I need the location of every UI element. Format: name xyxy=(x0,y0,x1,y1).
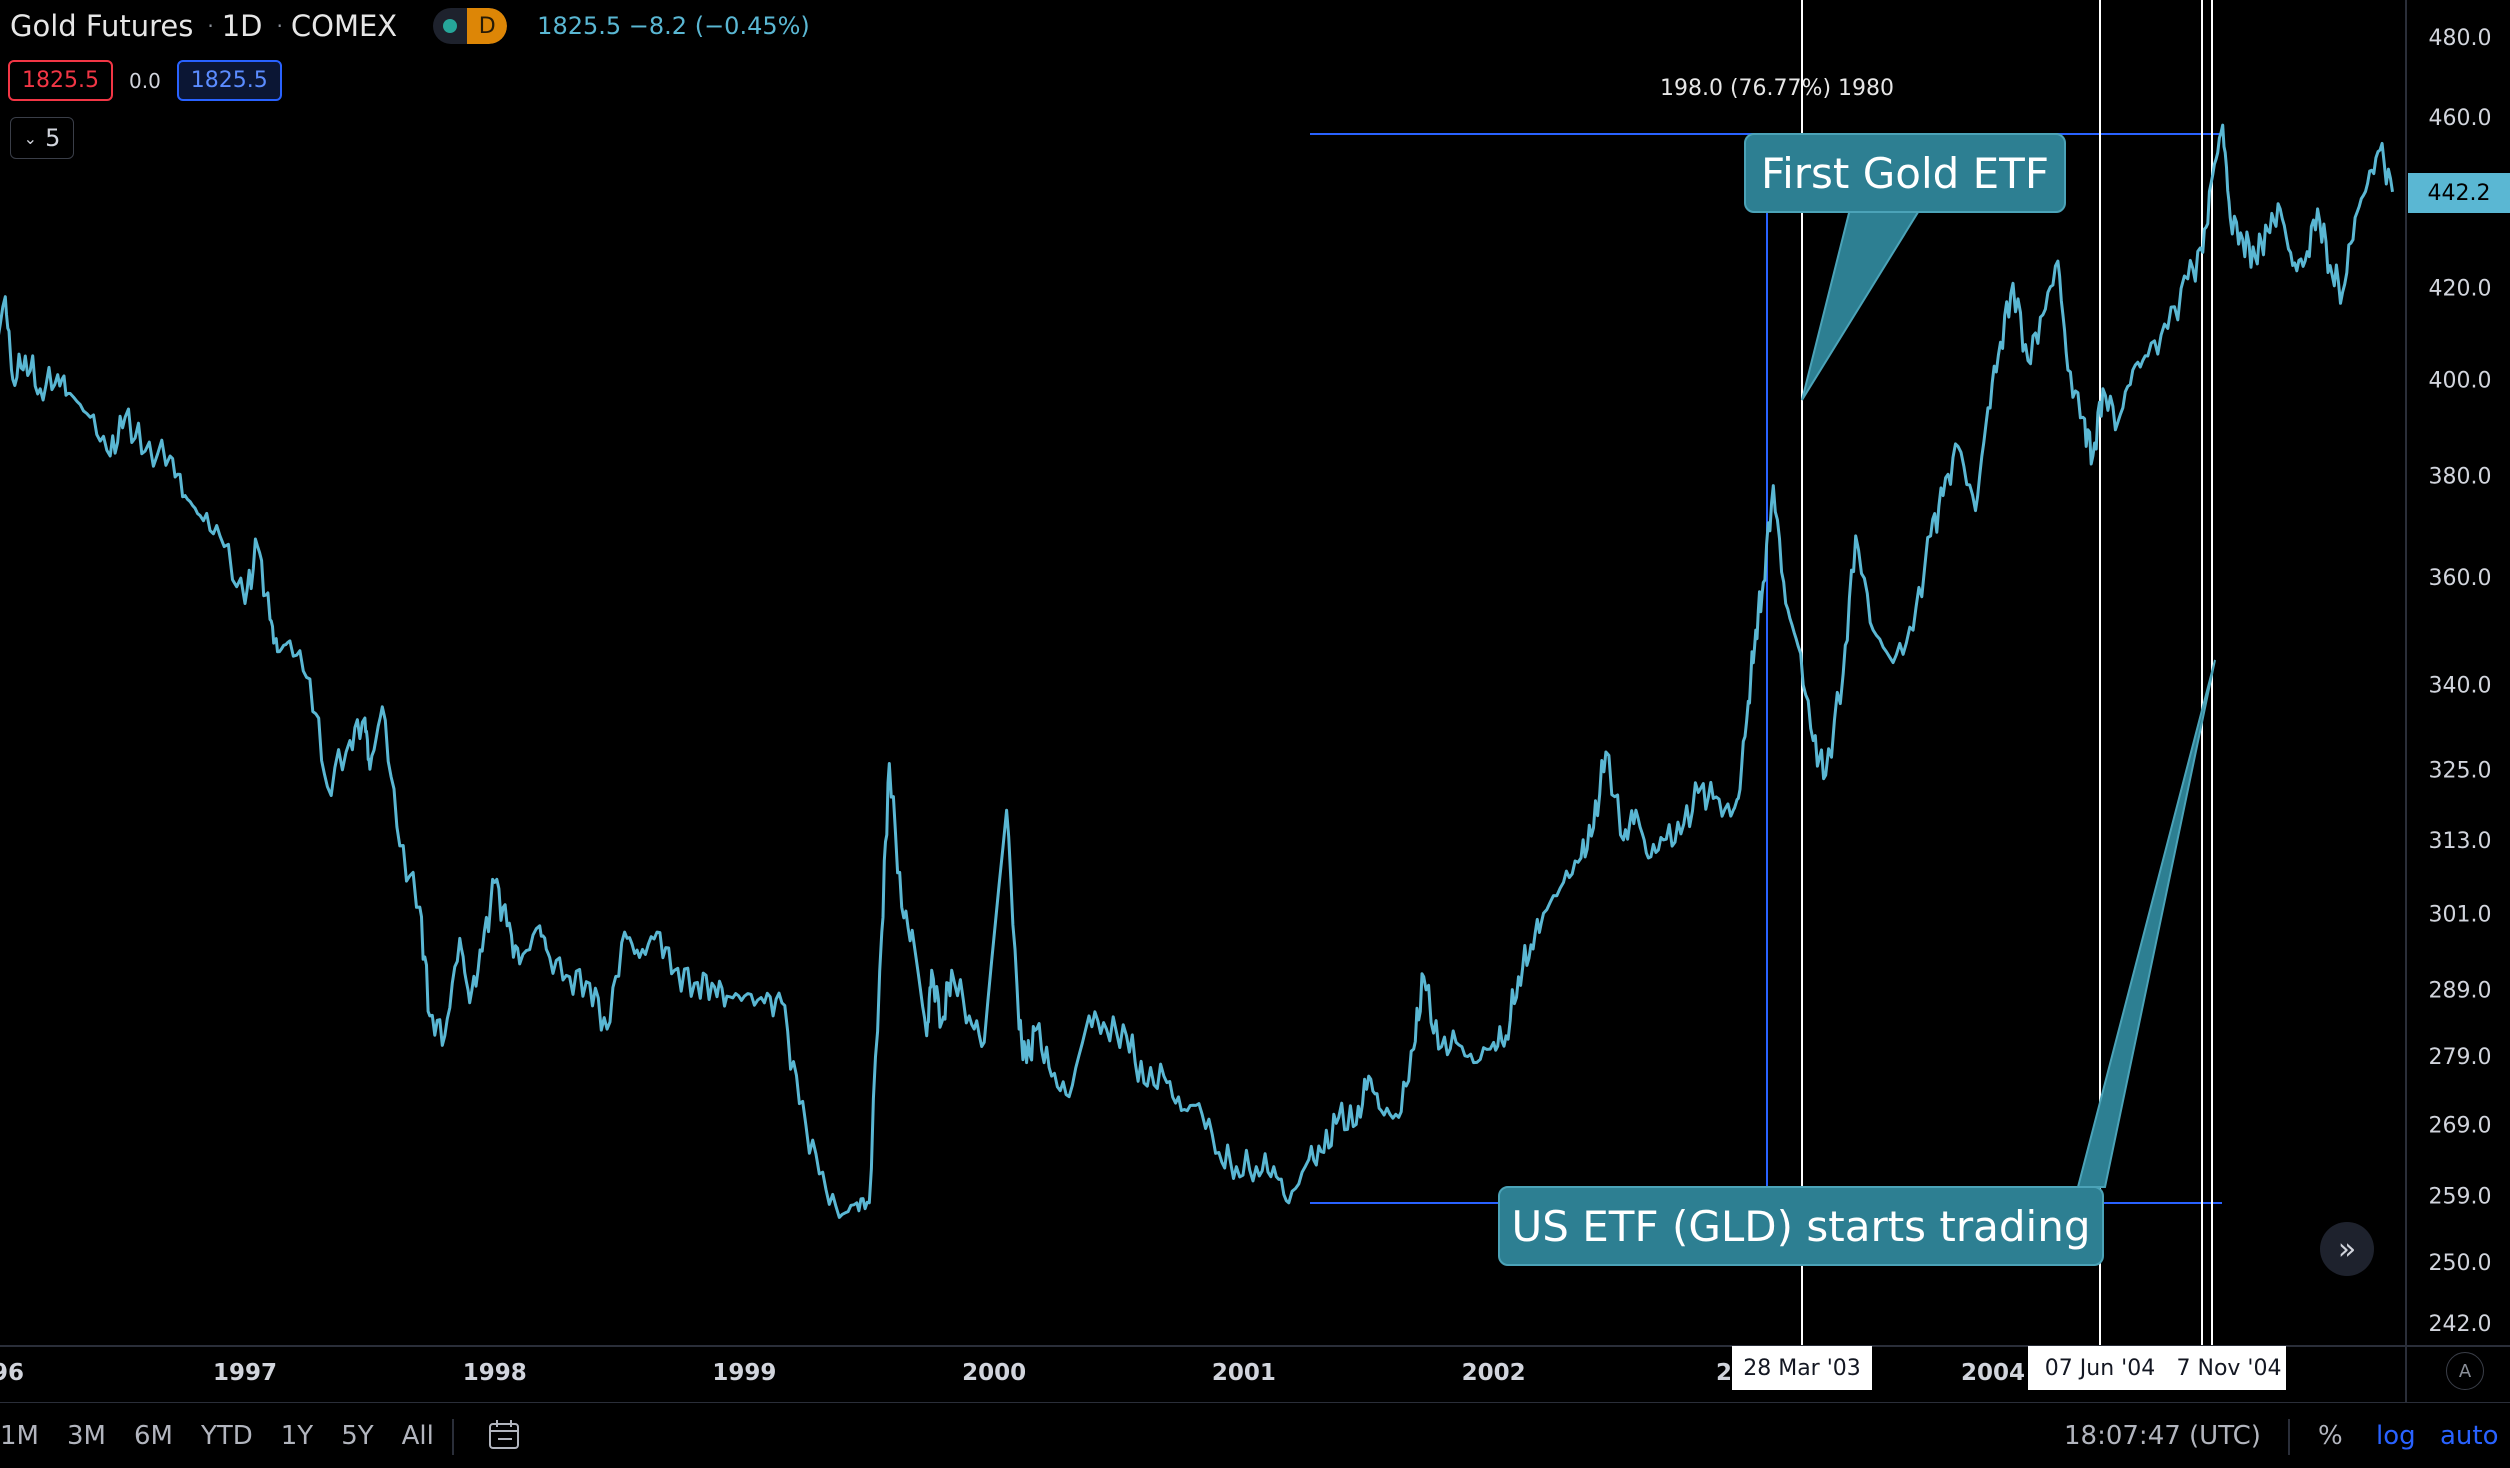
y-tick-label: 301.0 xyxy=(2429,902,2492,927)
interval-label[interactable]: 1D xyxy=(221,9,263,43)
y-tick-label: 325.0 xyxy=(2429,758,2492,783)
range-button-5y[interactable]: 5Y xyxy=(341,1421,374,1451)
y-tick-label: 360.0 xyxy=(2429,566,2492,591)
y-tick-label: 340.0 xyxy=(2429,674,2492,699)
double-chevron-right-icon: » xyxy=(2337,1231,2357,1267)
y-tick-label: 480.0 xyxy=(2429,26,2492,51)
date-tag-2: 07 Jun '04 xyxy=(2028,1346,2172,1390)
status-pill[interactable]: D xyxy=(433,8,508,44)
bottom-toolbar: 1M 3M 6M YTD 1Y 5Y All 18:07:47 (UTC) % log au… xyxy=(0,1402,2510,1468)
gold-price-series-line xyxy=(0,123,2394,1219)
callout-first-gold-etf[interactable]: First Gold ETF xyxy=(1744,133,2066,213)
callout-top-pointer xyxy=(1801,208,1922,401)
auto-scale-button[interactable]: A xyxy=(2446,1352,2484,1390)
last-price: 1825.5 xyxy=(537,12,622,40)
x-tick-label: 2001 xyxy=(1212,1360,1276,1386)
range-button-1m[interactable]: 1M xyxy=(0,1421,39,1451)
callout-gld-starts-trading[interactable]: US ETF (GLD) starts trading xyxy=(1498,1186,2104,1266)
range-button-6m[interactable]: 6M xyxy=(133,1421,173,1451)
y-tick-label: 289.0 xyxy=(2429,979,2492,1004)
legend-separator: · xyxy=(276,14,283,38)
price-change: −8.2 (−0.45%) xyxy=(628,12,810,40)
last-price-tag: 442.2 xyxy=(2408,173,2510,213)
market-status-icon xyxy=(433,8,467,44)
toolbar-divider xyxy=(452,1419,454,1455)
y-tick-label: 420.0 xyxy=(2429,277,2492,302)
range-button-3m[interactable]: 3M xyxy=(66,1421,106,1451)
toolbar-divider xyxy=(2288,1419,2290,1455)
x-tick-label: 2002 xyxy=(1462,1360,1526,1386)
y-tick-label: 242.0 xyxy=(2429,1312,2492,1337)
legend-quote: 1825.5 −8.2 (−0.45%) xyxy=(537,12,810,40)
y-tick-label: 460.0 xyxy=(2429,106,2492,131)
utc-clock[interactable]: 18:07:47 (UTC) xyxy=(2064,1421,2261,1451)
range-button-ytd[interactable]: YTD xyxy=(200,1421,253,1451)
buy-button[interactable]: 1825.5 xyxy=(176,60,282,101)
measure-label: 198.0 (76.77%) 1980 xyxy=(1660,76,1895,101)
symbol-name[interactable]: Gold Futures xyxy=(10,9,194,43)
x-tick-label: 1998 xyxy=(463,1360,527,1386)
y-tick-label: 400.0 xyxy=(2429,368,2492,393)
y-tick-label: 279.0 xyxy=(2429,1045,2492,1070)
date-tag-3: 7 Nov '04 xyxy=(2172,1346,2286,1390)
chevron-down-icon: ⌄ xyxy=(23,128,38,148)
callout-bottom-pointer xyxy=(2076,659,2216,1188)
calendar-icon[interactable] xyxy=(486,1417,522,1453)
x-tick-label: 2 xyxy=(1716,1360,1732,1386)
series-layer xyxy=(0,123,2394,1219)
y-tick-label: 250.0 xyxy=(2429,1251,2492,1276)
percent-scale-toggle[interactable]: % xyxy=(2318,1421,2343,1451)
date-tag-1: 28 Mar '03 xyxy=(1732,1346,1872,1390)
indicators-toggle-button[interactable]: ⌄ 5 xyxy=(10,117,74,159)
scroll-to-realtime-button[interactable]: » xyxy=(2320,1222,2374,1276)
auto-scale-toggle[interactable]: auto xyxy=(2440,1421,2499,1451)
range-selector: 1M 3M 6M YTD 1Y 5Y All xyxy=(0,1403,462,1468)
y-tick-label: 269.0 xyxy=(2429,1113,2492,1138)
trade-quote-row: 1825.5 0.0 1825.5 xyxy=(8,60,282,101)
x-tick-label: 2000 xyxy=(962,1360,1026,1386)
y-tick-label: 259.0 xyxy=(2429,1185,2492,1210)
x-tick-label: 1997 xyxy=(213,1360,277,1386)
x-tick-label: 1999 xyxy=(712,1360,776,1386)
spread-value: 0.0 xyxy=(128,68,161,93)
sell-button[interactable]: 1825.5 xyxy=(8,60,113,101)
range-button-all[interactable]: All xyxy=(401,1421,434,1451)
legend-separator: · xyxy=(207,14,214,38)
axis-layer: 480.0 460.0 420.0 400.0 380.0 360.0 340.0 325.0… xyxy=(0,0,2510,1402)
x-tick-label: 96 xyxy=(0,1360,24,1386)
delayed-badge: D xyxy=(467,8,508,44)
y-tick-label: 313.0 xyxy=(2429,829,2492,854)
indicator-count: 5 xyxy=(45,124,61,152)
exchange-label: COMEX xyxy=(290,9,398,43)
chart-legend: Gold Futures · 1D · COMEX D 1825.5 −8.2 … xyxy=(10,6,810,46)
log-scale-toggle[interactable]: log xyxy=(2376,1421,2416,1451)
range-button-1y[interactable]: 1Y xyxy=(280,1421,314,1451)
x-tick-label: 2004 xyxy=(1961,1360,2025,1386)
y-tick-label: 380.0 xyxy=(2429,465,2492,490)
